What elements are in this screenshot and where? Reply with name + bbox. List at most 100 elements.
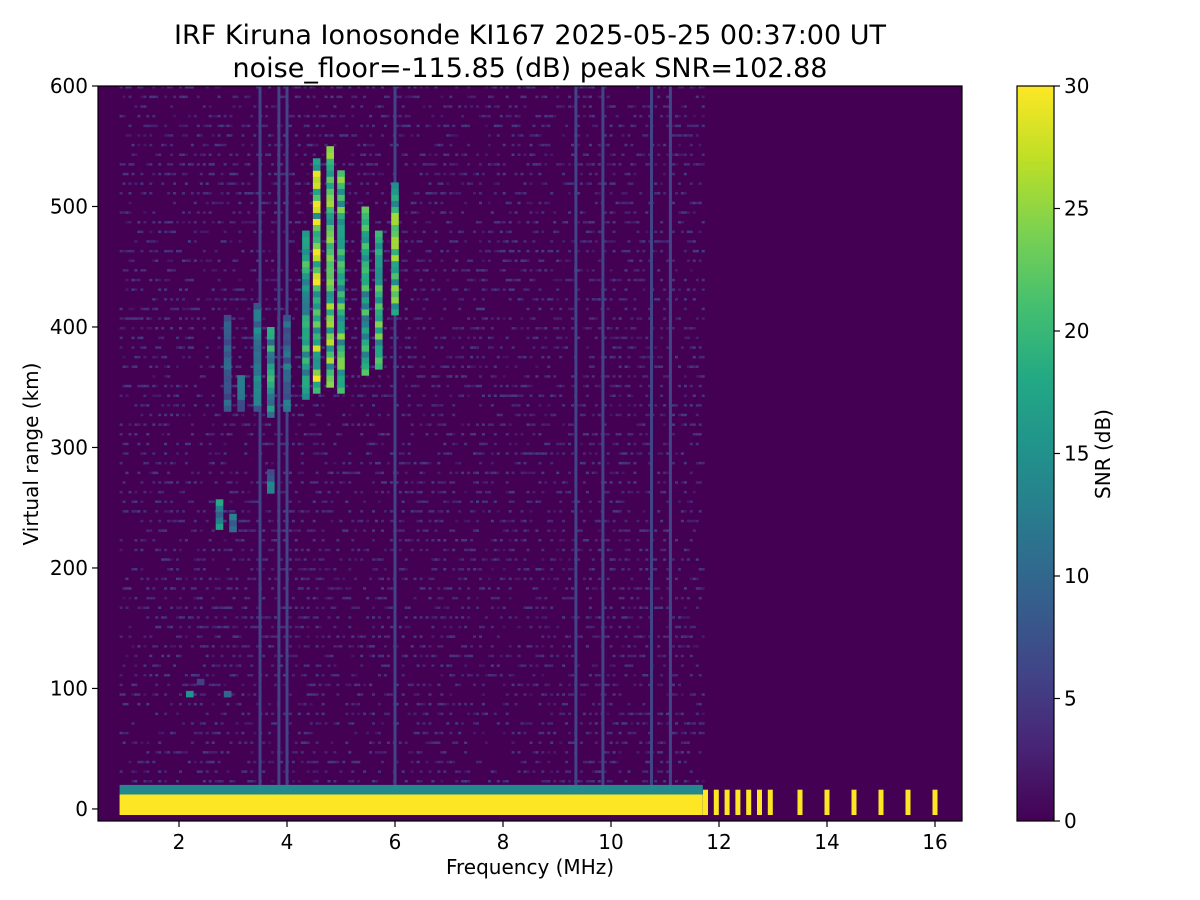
noise-cell	[419, 288, 423, 291]
noise-cell	[170, 153, 174, 156]
noise-cell	[627, 172, 631, 176]
noise-cell	[158, 230, 162, 234]
noise-cell	[383, 645, 387, 648]
noise-cell	[187, 760, 191, 764]
noise-cell	[627, 394, 631, 397]
noise-cell	[499, 346, 503, 349]
noise-cell	[122, 702, 126, 706]
noise-cell	[461, 423, 465, 426]
noise-cell	[348, 452, 352, 455]
noise-cell	[262, 317, 266, 320]
noise-cell	[603, 693, 607, 696]
noise-cell	[479, 461, 482, 465]
noise-cell	[315, 433, 319, 436]
noise-cell	[434, 654, 438, 658]
noise-cell	[149, 230, 153, 234]
noise-cell	[407, 442, 411, 446]
noise-cell	[672, 134, 675, 137]
noise-cell	[490, 211, 494, 214]
noise-cell	[514, 172, 518, 176]
noise-cell	[609, 558, 613, 561]
noise-cell	[428, 577, 432, 581]
noise-cell	[565, 635, 569, 638]
noise-cell	[309, 568, 313, 571]
noise-cell	[588, 163, 592, 166]
noise-cell	[422, 307, 426, 311]
noise-cell	[134, 240, 138, 243]
noise-cell	[187, 259, 191, 262]
noise-cell	[369, 317, 373, 320]
noise-cell	[389, 384, 393, 388]
noise-cell	[330, 134, 334, 137]
noise-cell	[473, 327, 476, 330]
noise-cell	[627, 539, 631, 542]
noise-cell	[422, 731, 426, 735]
noise-cell	[633, 683, 637, 687]
noise-cell	[484, 674, 488, 677]
noise-cell	[603, 635, 607, 638]
noise-cell	[184, 259, 188, 262]
noise-cell	[446, 134, 450, 137]
noise-cell	[128, 490, 132, 494]
noise-cell	[184, 153, 188, 156]
noise-cell	[214, 616, 218, 619]
noise-cell	[663, 288, 667, 291]
noise-cell	[164, 317, 168, 320]
noise-cell	[529, 269, 533, 272]
noise-cell	[167, 86, 171, 89]
noise-cell	[187, 211, 191, 214]
noise-cell	[149, 780, 153, 783]
noise-cell	[514, 327, 518, 330]
noise-cell	[309, 201, 313, 205]
noise-cell	[431, 635, 435, 638]
noise-cell	[591, 635, 595, 638]
noise-cell	[618, 558, 622, 561]
noise-cell	[434, 153, 438, 156]
noise-cell	[407, 404, 411, 407]
noise-cell	[654, 163, 658, 166]
noise-cell	[484, 317, 488, 320]
noise-cell	[476, 606, 479, 609]
noise-cell	[476, 423, 479, 426]
noise-cell	[232, 645, 236, 648]
noise-cell	[639, 606, 643, 609]
noise-cell	[404, 230, 408, 234]
noise-cell	[440, 192, 444, 195]
noise-cell	[351, 336, 355, 340]
noise-cell	[428, 596, 432, 600]
noise-cell	[300, 548, 304, 552]
noise-cell	[440, 645, 444, 648]
noise-cell	[265, 616, 269, 619]
noise-cell	[226, 577, 230, 581]
noise-cell	[146, 577, 150, 581]
noise-cell	[395, 336, 399, 340]
noise-cell	[182, 404, 185, 407]
noise-cell	[449, 712, 453, 716]
noise-cell	[366, 452, 370, 455]
noise-cell	[666, 625, 670, 629]
noise-cell	[630, 163, 634, 166]
noise-cell	[404, 211, 408, 214]
noise-cell	[416, 269, 420, 272]
noise-cell	[389, 693, 393, 696]
noise-cell	[437, 471, 441, 475]
noise-cell	[508, 577, 512, 581]
noise-cell	[511, 240, 515, 243]
noise-cell	[559, 490, 563, 494]
noise-cell	[523, 452, 527, 455]
noise-cell	[336, 674, 340, 677]
noise-cell	[568, 433, 572, 436]
noise-cell	[443, 442, 447, 446]
noise-cell	[131, 780, 135, 783]
noise-cell	[378, 558, 381, 561]
noise-cell	[167, 163, 171, 166]
noise-cell	[389, 481, 393, 484]
noise-cell	[401, 442, 405, 446]
noise-cell	[672, 327, 675, 330]
noise-cell	[487, 394, 491, 397]
noise-cell	[383, 635, 387, 638]
noise-cell	[490, 481, 494, 484]
noise-cell	[268, 307, 272, 311]
noise-cell	[541, 211, 545, 214]
noise-cell	[440, 674, 444, 677]
